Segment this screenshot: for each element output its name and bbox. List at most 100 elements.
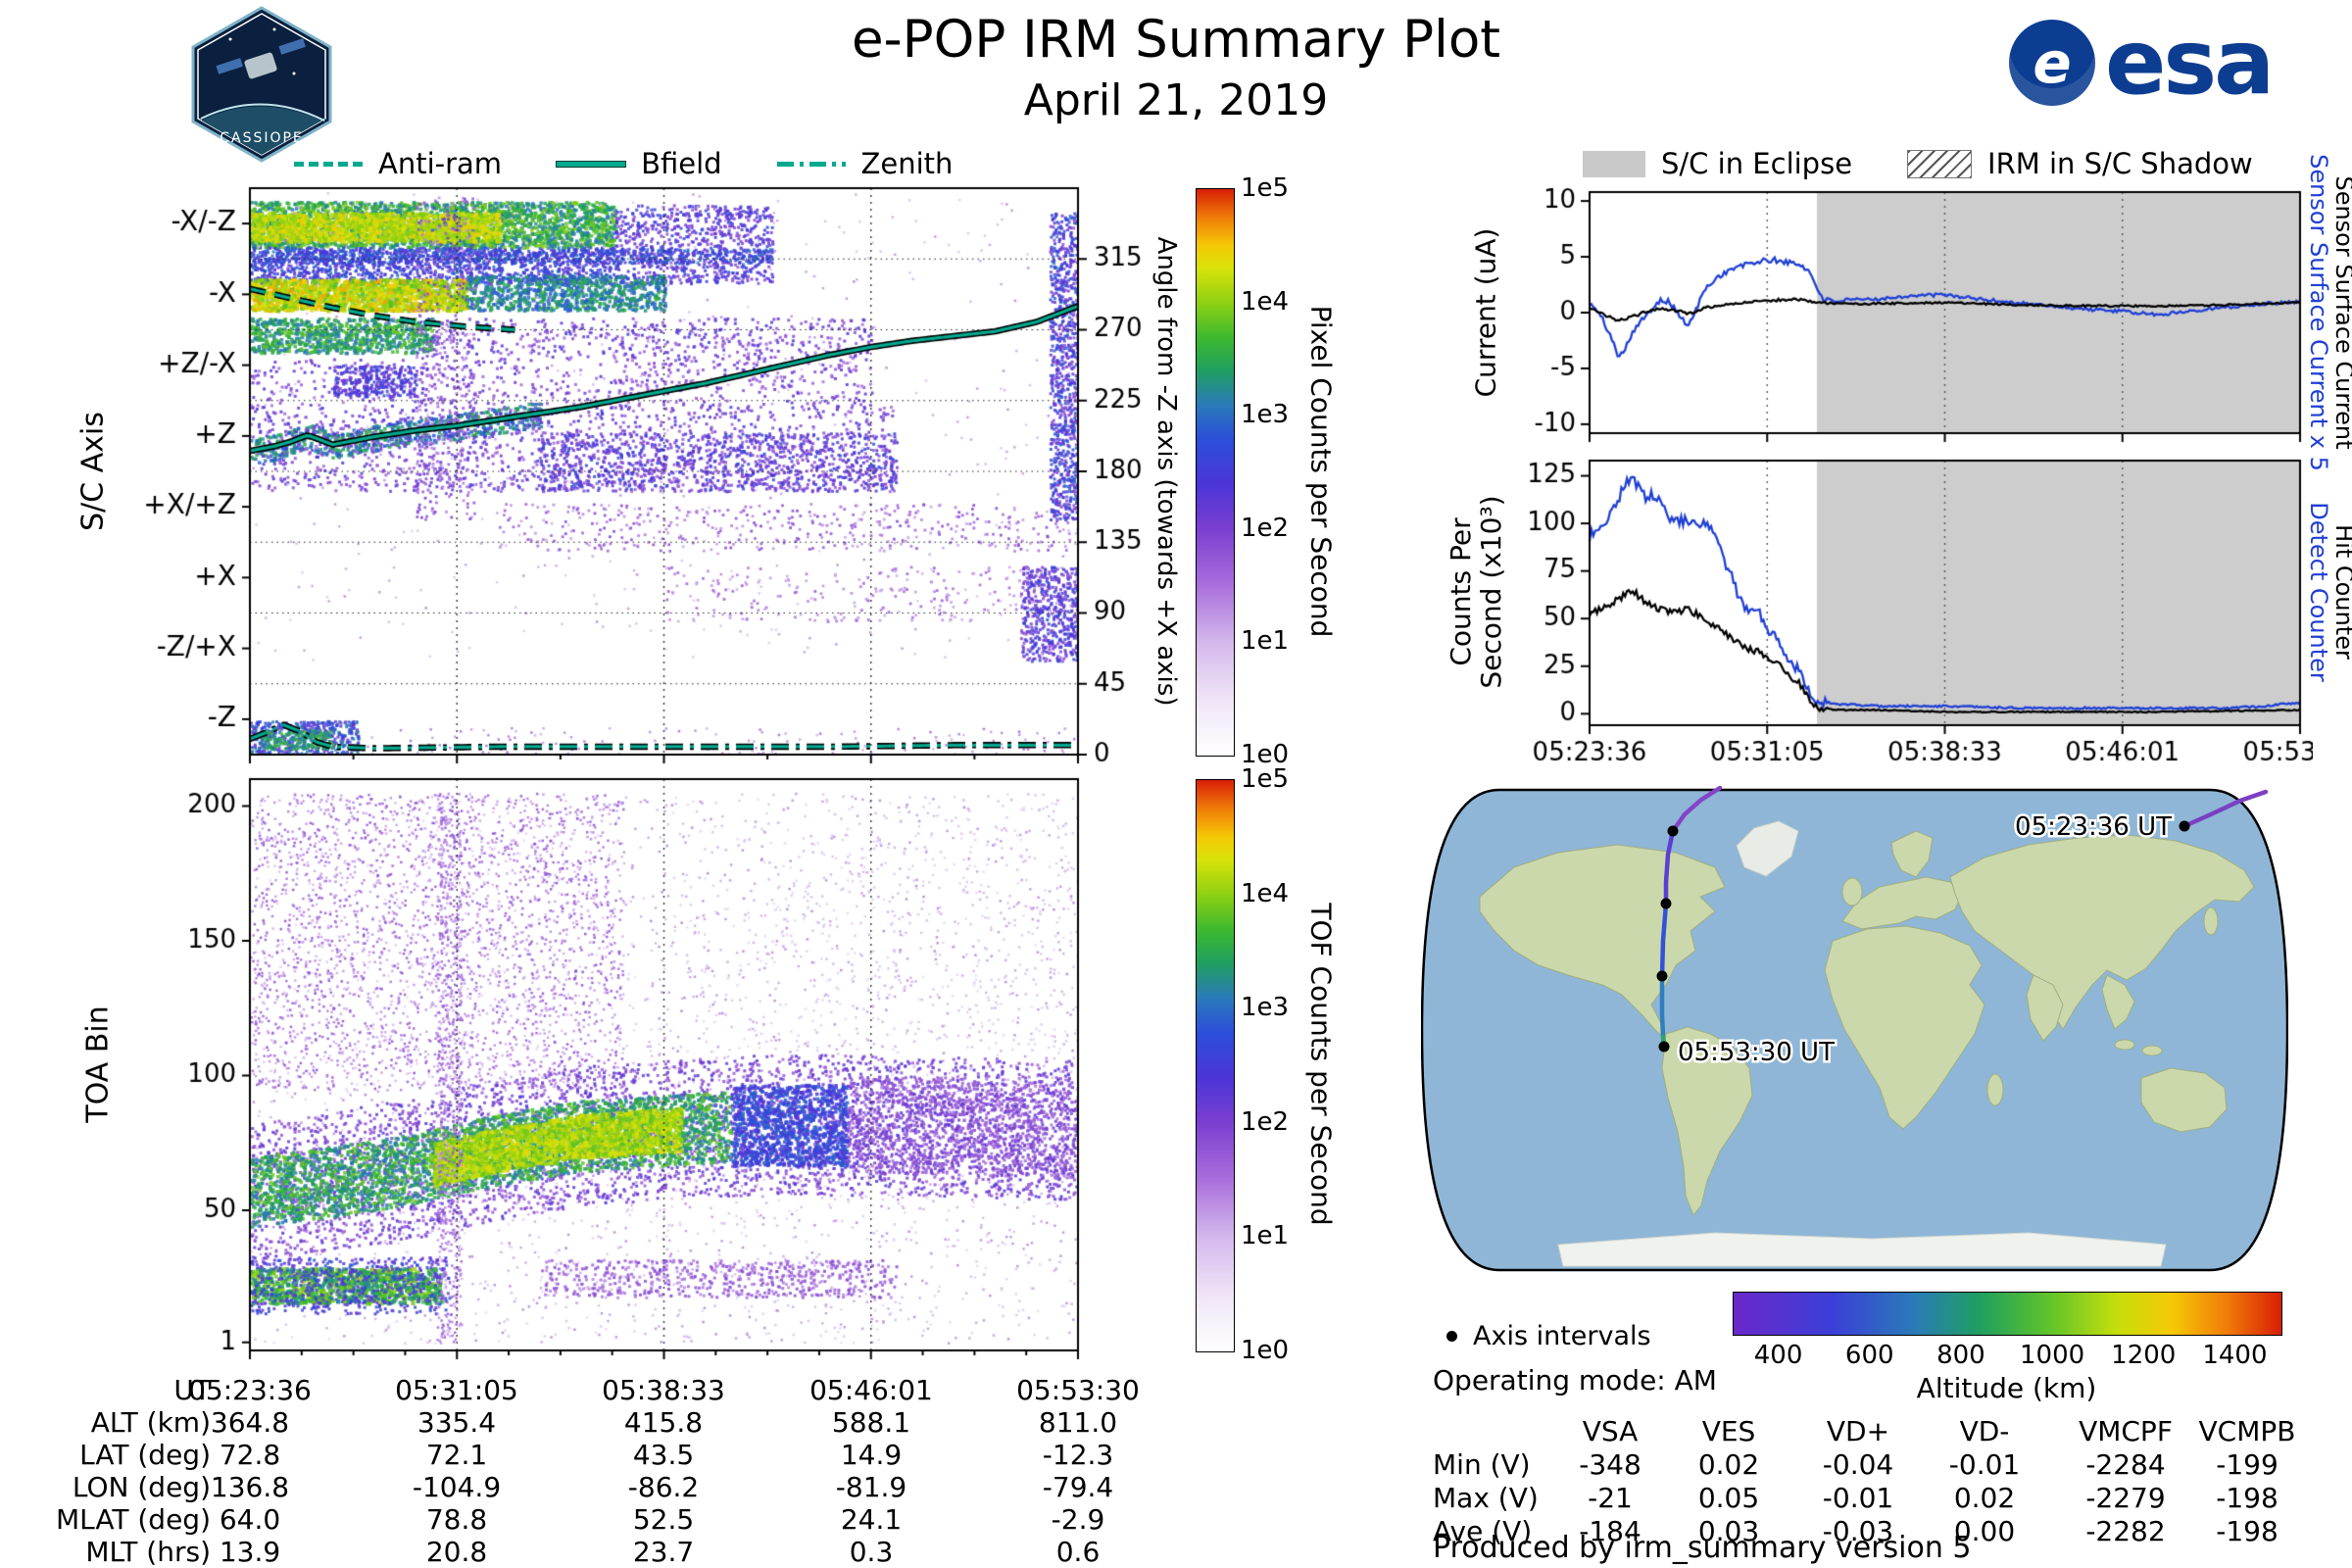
pixel-colorbar-tick: 1e0	[1241, 739, 1290, 769]
voltage-value: 0.05	[1697, 1482, 1760, 1514]
ephemeris-value: -12.3	[1042, 1439, 1114, 1471]
toa-bin-spectrogram	[59, 774, 1181, 1370]
tof-counts-colorbar-label: TOF Counts per Second	[1304, 903, 1338, 1226]
ephemeris-value: 0.6	[1055, 1536, 1101, 1568]
ground-track-segment	[1659, 973, 1666, 1040]
altitude-tick: 1200	[2111, 1341, 2177, 1370]
voltage-column-header: VES	[1701, 1415, 1756, 1447]
ground-track-segment	[1659, 901, 1669, 979]
voltage-value: -199	[2216, 1448, 2278, 1481]
map-end-time-label: 05:53:30 UT	[1678, 1038, 1835, 1067]
detect-counter-label: Detect Counter	[2305, 502, 2332, 682]
map-japan	[2203, 906, 2219, 936]
voltage-value: -0.03	[1822, 1515, 1894, 1547]
tof-colorbar-tick: 1e4	[1241, 878, 1290, 908]
voltage-table: VSA VES VD+ VD- VMCPF VCMPB Min (V) -348 0.02 -0.…	[1433, 1415, 2315, 1547]
hit-counter-label: Hit Counter	[2330, 524, 2352, 660]
esa-logo-text: esa	[2105, 10, 2275, 115]
pixel-counts-colorbar-label: Pixel Counts per Second	[1304, 305, 1338, 638]
map-indonesia	[2114, 1039, 2135, 1051]
map-uk	[1841, 877, 1863, 906]
ephemeris-value: 811.0	[1038, 1406, 1118, 1439]
voltage-value: -198	[2216, 1482, 2278, 1514]
ephemeris-row-label: MLAT (deg)	[55, 1503, 211, 1536]
axis-interval-dot	[1660, 898, 1672, 909]
cassiope-logo-text: CASSIOPE	[220, 130, 304, 146]
ephemeris-value: 13.9	[219, 1536, 281, 1568]
altitude-tick: 1400	[2202, 1341, 2268, 1370]
voltage-column-header: VCMPB	[2198, 1415, 2296, 1447]
sensor-surface-current-label: Sensor Surface Current	[2330, 175, 2352, 450]
voltage-column-header: VSA	[1582, 1415, 1639, 1447]
map-antarctica	[1557, 1232, 2167, 1267]
voltage-value: -2284	[2085, 1448, 2166, 1481]
tof-counts-colorbar	[1196, 779, 1235, 1352]
voltage-value: 0.03	[1697, 1515, 1760, 1547]
ephemeris-value: 05:38:33	[602, 1374, 725, 1406]
ephemeris-value: 23.7	[632, 1536, 695, 1568]
ephemeris-value: 335.4	[416, 1406, 497, 1439]
voltage-row-label: Max (V)	[1433, 1482, 1539, 1514]
tof-colorbar-tick: 1e0	[1241, 1335, 1290, 1365]
map-madagascar	[1986, 1073, 2004, 1106]
tof-colorbar-tick: 1e3	[1241, 993, 1290, 1023]
axis-intervals-legend: Axis intervals	[1441, 1321, 1651, 1351]
ephemeris-value: 588.1	[831, 1406, 911, 1439]
pixel-counts-colorbar	[1196, 188, 1235, 757]
ephemeris-value: -81.9	[835, 1471, 907, 1503]
map-asia	[1949, 834, 2255, 1030]
pixel-colorbar-tick: 1e5	[1241, 173, 1290, 203]
map-start-time-label: 05:23:36 UT	[2015, 812, 2172, 842]
counts-ylabel-line1: Counts Per	[1445, 517, 1477, 666]
sc-axis-spectrogram	[59, 157, 1181, 774]
ephemeris-value: -104.9	[412, 1471, 502, 1503]
map-continents	[1479, 830, 2255, 1216]
map-scandinavia	[1890, 830, 1934, 878]
ground-track-segment	[1670, 785, 1723, 834]
map-indonesia-2	[2141, 1045, 2163, 1056]
voltage-value: -21	[1588, 1482, 1633, 1514]
ephemeris-value: 52.5	[632, 1503, 695, 1536]
ground-track-layer	[1656, 785, 2269, 1053]
esa-globe-letter: e	[2033, 29, 2072, 96]
ephemeris-value: 05:23:36	[188, 1374, 312, 1406]
voltage-column-header: VD-	[1959, 1415, 2010, 1447]
produced-by-footer: Produced by irm_summary version 5	[1433, 1531, 1972, 1565]
voltage-value: -0.01	[1822, 1482, 1894, 1514]
altitude-tick: 1000	[2019, 1341, 2085, 1370]
sensor-current-plot	[1470, 167, 2313, 451]
altitude-tick: 600	[1844, 1341, 1894, 1370]
cassiope-mission-logo: CASSIOPE	[191, 6, 332, 163]
voltage-value: -184	[1579, 1515, 1642, 1547]
ephemeris-value: 24.1	[840, 1503, 903, 1536]
ephemeris-row-label: UT	[173, 1374, 211, 1406]
ephemeris-value: -79.4	[1042, 1471, 1114, 1503]
ground-track-map: 05:23:36 UT 05:53:30 UT	[1421, 785, 2288, 1272]
map-se-asia	[2101, 974, 2135, 1030]
angle-axis-label: Angle from -Z axis (towards +X axis)	[1152, 236, 1181, 707]
pixel-colorbar-tick: 1e2	[1241, 513, 1290, 543]
map-australia	[2140, 1067, 2228, 1133]
altitude-colorbar	[1733, 1292, 2282, 1336]
esa-globe-icon: e	[2009, 20, 2095, 106]
counts-ylabel: Counts Per Second (x10³)	[1445, 495, 1507, 688]
operating-mode: Operating mode: AM	[1433, 1364, 1717, 1396]
altitude-tick: 800	[1936, 1341, 1985, 1370]
voltage-value: -0.04	[1822, 1448, 1894, 1481]
voltage-column-header: VMCPF	[2079, 1415, 2173, 1447]
ephemeris-value: 20.8	[425, 1536, 488, 1568]
ephemeris-value: 0.3	[849, 1536, 894, 1568]
ephemeris-value: 415.8	[623, 1406, 704, 1439]
axis-interval-dot	[1658, 1041, 1670, 1053]
ephemeris-row-label: LON (deg)	[72, 1471, 211, 1503]
ephemeris-value: -86.2	[627, 1471, 700, 1503]
map-greenland	[1736, 820, 1799, 877]
ephemeris-value: 364.8	[210, 1406, 290, 1439]
pixel-colorbar-tick: 1e1	[1241, 626, 1290, 657]
ephemeris-value: 78.8	[425, 1503, 488, 1536]
voltage-value: -348	[1579, 1448, 1642, 1481]
page-title: e-POP IRM Summary Plot	[851, 10, 1501, 70]
ephemeris-row-label: LAT (deg)	[79, 1439, 211, 1471]
ephemeris-value: 05:46:01	[809, 1374, 933, 1406]
pixel-counts-colorbar-ticks: 1e5 1e4 1e3 1e2 1e1 1e0	[1241, 175, 1289, 767]
